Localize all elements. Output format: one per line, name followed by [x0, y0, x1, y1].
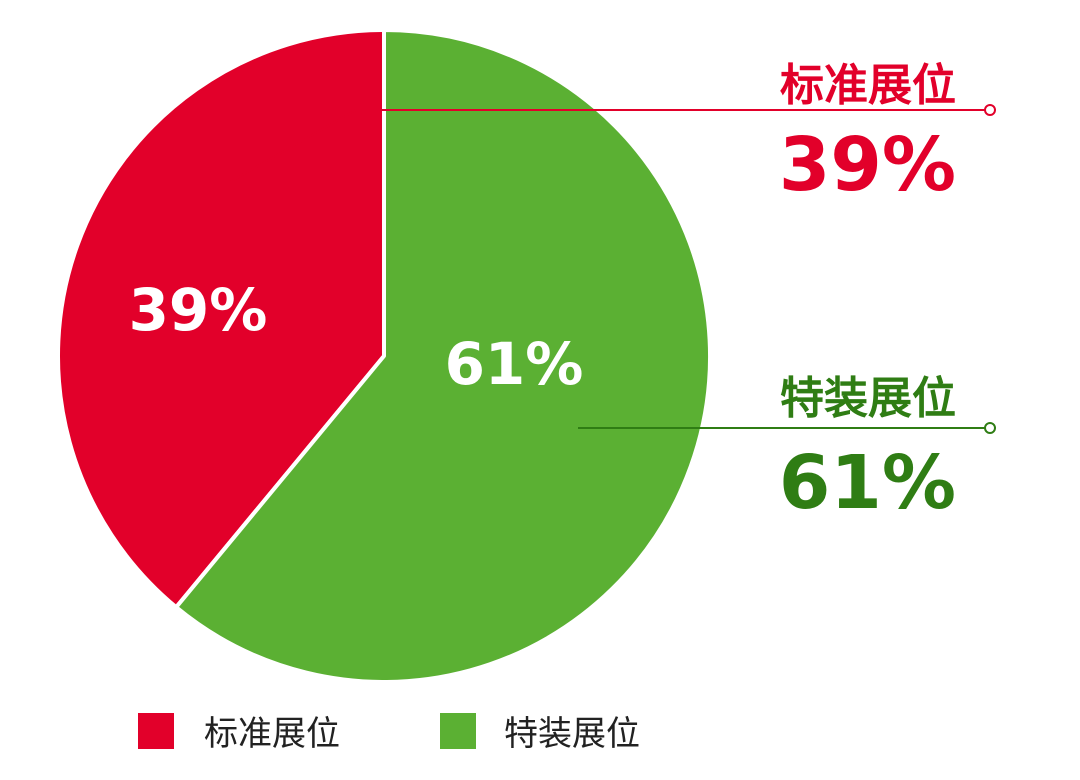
pie-slice-special [174, 28, 712, 684]
callout-line-standard-dot [984, 104, 996, 116]
pie-slices [56, 28, 712, 684]
slice-label-special: 61% [445, 330, 584, 398]
legend-swatch-standard [138, 713, 174, 749]
legend: 标准展位 特装展位 [138, 713, 640, 754]
callout-lines [229, 104, 996, 434]
legend-swatch-special [440, 713, 476, 749]
callout-line-standard [229, 109, 990, 183]
callout-percent-special: 61% [779, 440, 956, 526]
callout-name-standard: 标准展位 [780, 60, 956, 111]
callout-line-special-dot [984, 422, 996, 434]
legend-label-standard: 标准展位 [204, 714, 340, 754]
legend-label-special: 特装展位 [504, 714, 640, 754]
callout-percent-standard: 39% [779, 122, 956, 208]
pie-slice-standard [56, 28, 386, 610]
callout-name-special: 特装展位 [780, 373, 956, 424]
slice-label-standard: 39% [129, 276, 268, 344]
